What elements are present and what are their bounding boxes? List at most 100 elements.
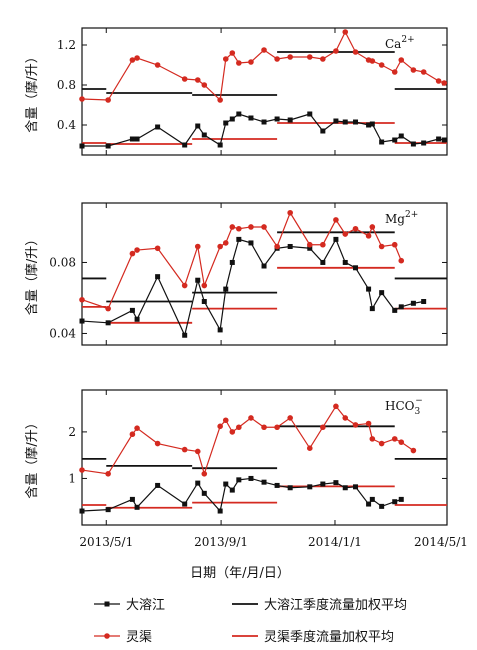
data-point [222, 417, 229, 424]
data-point [105, 97, 111, 103]
data-point [248, 115, 254, 121]
panel-mg: 0.04 0.08 含量（摩/升） Mg2+ [24, 202, 448, 346]
data-point [441, 80, 447, 86]
panel-hco: 1 2 含量（摩/升） HCO3− [24, 389, 448, 526]
data-point [217, 142, 223, 148]
series-line [81, 405, 414, 476]
plot-frame [81, 202, 448, 346]
data-point [379, 503, 385, 509]
data-point [194, 448, 201, 455]
legend-label: 灵渠 [126, 630, 152, 645]
data-point [261, 224, 267, 230]
data-point [369, 496, 375, 502]
data-point [222, 240, 229, 246]
ion-label: HCO3− [385, 396, 423, 417]
data-point [155, 482, 161, 488]
data-point [195, 480, 201, 486]
data-point [79, 143, 85, 149]
y-axis-label: 含量（摩/升） [24, 233, 40, 315]
data-point [366, 122, 372, 128]
data-point [154, 62, 161, 68]
data-point [105, 470, 111, 477]
data-point [342, 29, 349, 35]
data-point [201, 470, 208, 477]
legend-label: 灵渠季度流量加权平均 [264, 629, 394, 645]
data-point [129, 136, 135, 142]
data-point [369, 58, 376, 64]
data-point [421, 140, 427, 146]
data-point [248, 475, 254, 481]
data-point [105, 143, 111, 149]
data-point [287, 485, 293, 491]
x-tick-label: 2013/9/1 [194, 535, 248, 549]
y-axis-label: 含量（摩/升） [24, 50, 40, 132]
data-point [392, 499, 398, 505]
data-point [129, 250, 136, 257]
chart-panels: 0.4 0.8 1.2 含量（摩/升） Ca2+ 0.04 0.08 含量（摩/升） Mg2+ 1… [24, 27, 468, 549]
data-point [229, 116, 235, 122]
data-point [182, 142, 188, 148]
data-point [369, 436, 376, 442]
series-line [81, 238, 424, 338]
data-point [342, 485, 348, 491]
data-point [134, 316, 140, 322]
data-point [307, 484, 313, 490]
data-point [229, 487, 235, 493]
data-point [378, 243, 385, 250]
data-point [79, 318, 85, 324]
legend-entry-lq_avg: 灵渠季度流量加权平均 [232, 629, 394, 645]
data-point [261, 47, 267, 53]
data-point [129, 431, 136, 438]
data-point [181, 282, 188, 289]
data-point [342, 119, 348, 125]
data-point [398, 439, 405, 445]
x-tick-label: 2014/1/1 [308, 535, 362, 549]
data-point [154, 440, 161, 447]
data-point [217, 327, 223, 333]
data-point [201, 490, 207, 496]
data-point [274, 424, 280, 431]
plot-frame [81, 389, 448, 526]
data-point [236, 60, 242, 66]
data-point [333, 236, 339, 242]
data-point [129, 57, 136, 63]
data-point [320, 241, 326, 248]
data-point [379, 139, 385, 145]
panel-ca: 0.4 0.8 1.2 含量（摩/升） Ca2+ [24, 27, 448, 156]
data-point [353, 484, 359, 490]
data-point [236, 236, 242, 242]
data-point [217, 423, 223, 430]
data-point [333, 480, 339, 486]
series-lq [79, 403, 417, 477]
data-point [333, 217, 339, 223]
data-point [194, 77, 201, 83]
data-point [248, 240, 254, 246]
data-point [222, 56, 229, 62]
data-point [369, 224, 376, 230]
data-point [398, 133, 404, 139]
data-point [236, 424, 242, 431]
data-point [352, 422, 359, 428]
data-point [287, 243, 293, 249]
ion-label: Mg2+ [385, 210, 418, 226]
data-point [248, 224, 254, 230]
y-tick-label: 0.04 [49, 326, 76, 340]
data-point [320, 56, 326, 62]
data-point [398, 304, 404, 310]
data-point [342, 259, 348, 265]
legend-entry-djj_avg: 大溶江季度流量加权平均 [232, 597, 407, 613]
data-point [398, 496, 404, 502]
y-tick-label: 1 [68, 471, 76, 485]
data-point [353, 119, 359, 125]
data-point [181, 446, 188, 453]
data-point [154, 245, 161, 252]
data-point [320, 481, 326, 487]
data-point [79, 296, 85, 303]
data-point [333, 118, 339, 124]
y-tick-label: 0.8 [57, 78, 76, 92]
x-axis-label: 日期（年/月/日） [190, 566, 290, 581]
data-point [229, 259, 235, 265]
x-tick-label: 2014/5/1 [414, 535, 468, 549]
data-point [223, 286, 229, 292]
